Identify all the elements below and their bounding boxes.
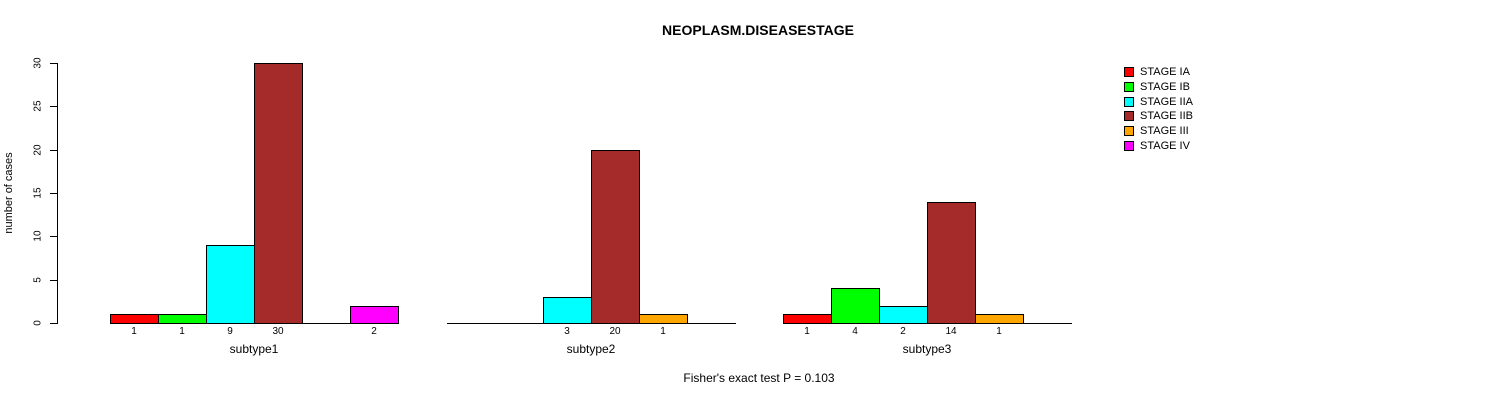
count-label: 30 (272, 326, 284, 337)
bar-subtype2-stage-iii (639, 314, 688, 324)
y-axis-label: number of cases (3, 152, 15, 234)
bar-subtype1-stage-iv (350, 306, 399, 324)
bar-subtype1-stage-ia (110, 314, 159, 324)
count-label: 14 (945, 326, 957, 337)
bar-subtype3-stage-ia (783, 314, 832, 324)
legend-label: STAGE IV (1140, 139, 1190, 152)
legend-label: STAGE IA (1140, 66, 1190, 79)
y-tick-mark (50, 236, 57, 238)
y-tick-mark (50, 193, 57, 194)
legend-label: STAGE IIA (1140, 95, 1193, 108)
y-tick-label: 30 (32, 57, 44, 69)
bar-subtype2-stage-iia (543, 297, 592, 324)
legend-row-stage-iii: STAGE III (1124, 124, 1193, 139)
legend-row-stage-ib: STAGE IB (1124, 80, 1193, 95)
group-label-subtype2: subtype2 (566, 342, 616, 356)
legend-row-stage-iib: STAGE IIB (1124, 109, 1193, 124)
legend-swatch-icon (1124, 96, 1134, 107)
y-tick-mark (50, 63, 57, 64)
chart-title: NEOPLASM.DISEASESTAGE (662, 22, 854, 38)
bar-subtype1-stage-iib (254, 63, 303, 324)
bar-subtype3-stage-ib (831, 288, 880, 324)
y-tick-mark (50, 106, 57, 108)
count-label: 1 (131, 326, 137, 337)
legend-row-stage-ia: STAGE IA (1124, 65, 1193, 80)
group-label-subtype1: subtype1 (229, 342, 279, 356)
y-tick-mark (50, 323, 57, 324)
legend-label: STAGE III (1140, 125, 1189, 138)
legend-swatch-icon (1124, 82, 1134, 93)
y-tick-label: 5 (32, 276, 44, 283)
legend-swatch-icon (1124, 126, 1134, 137)
count-label: 20 (609, 326, 621, 337)
count-label: 3 (564, 326, 570, 337)
y-tick-label: 20 (32, 144, 44, 156)
y-axis (57, 63, 58, 324)
legend-label: STAGE IB (1140, 81, 1190, 94)
bar-subtype3-stage-iia (879, 306, 928, 324)
count-label: 1 (179, 326, 185, 337)
count-label: 4 (852, 326, 858, 337)
y-tick-mark (50, 149, 57, 151)
y-tick-mark (50, 279, 57, 281)
count-label: 2 (371, 326, 377, 337)
bar-subtype1-stage-ib (158, 314, 207, 324)
count-label: 1 (804, 326, 810, 337)
legend-row-stage-iia: STAGE IIA (1124, 94, 1193, 109)
legend-label: STAGE IIB (1140, 110, 1193, 123)
fishers-test-caption: Fisher's exact test P = 0.103 (683, 371, 835, 385)
bar-subtype1-stage-iia (206, 245, 255, 324)
legend-swatch-icon (1124, 67, 1134, 78)
legend-swatch-icon (1124, 140, 1134, 151)
count-label: 1 (660, 326, 666, 337)
legend: STAGE IA STAGE IB STAGE IIA STAGE IIB STAGE … (1124, 65, 1193, 153)
bar-subtype3-stage-iib (927, 202, 976, 324)
y-tick-label: 25 (32, 100, 44, 112)
group-label-subtype3: subtype3 (902, 342, 952, 356)
legend-row-stage-iv: STAGE IV (1124, 138, 1193, 153)
y-tick-label: 0 (32, 320, 44, 326)
count-label: 2 (900, 326, 906, 337)
bar-subtype2-stage-iib (591, 150, 640, 324)
y-tick-label: 15 (32, 187, 44, 199)
bar-subtype3-stage-iii (975, 314, 1024, 324)
count-label: 9 (227, 326, 233, 337)
y-tick-label: 10 (32, 230, 44, 242)
legend-swatch-icon (1124, 111, 1134, 122)
count-label: 1 (996, 326, 1002, 337)
